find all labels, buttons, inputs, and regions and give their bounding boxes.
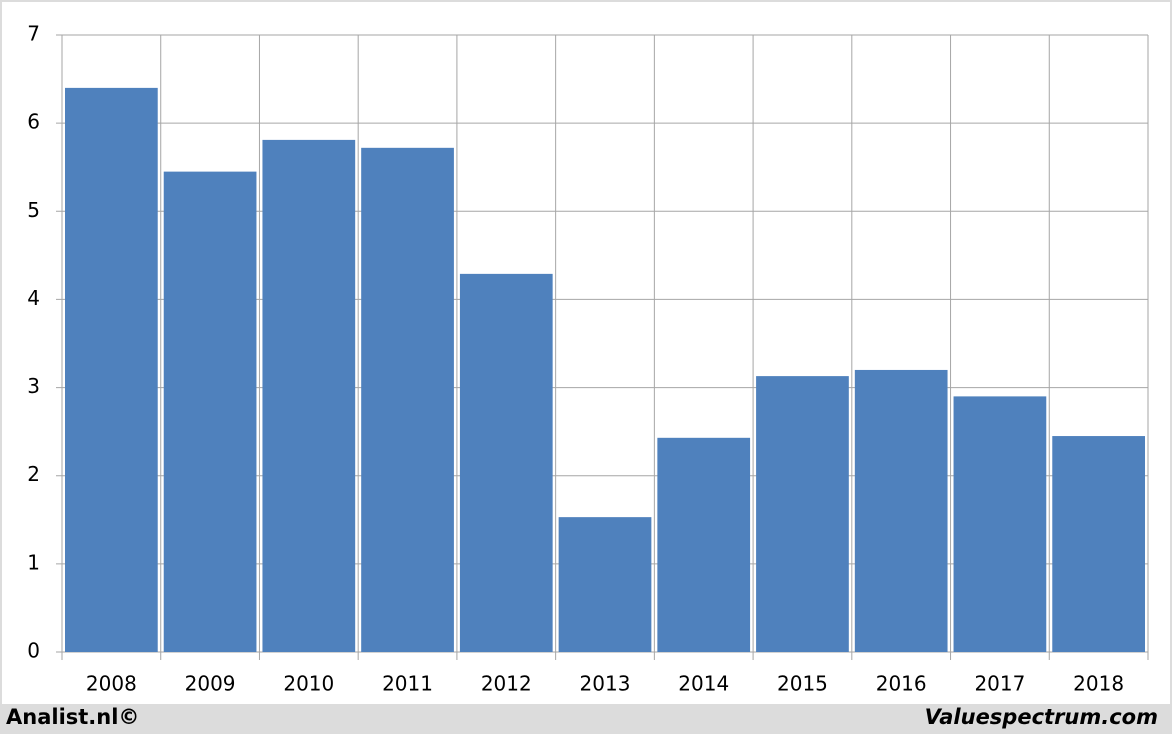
- bar: [657, 437, 751, 652]
- x-tick-label: 2017: [974, 672, 1025, 696]
- bar: [163, 171, 257, 652]
- x-tick-label: 2011: [382, 672, 433, 696]
- bar: [854, 369, 948, 652]
- footer-right: Valuespectrum.com: [925, 705, 1158, 729]
- x-tick-label: 2016: [876, 672, 927, 696]
- bar: [756, 376, 849, 652]
- x-tick-label: 2009: [185, 672, 236, 696]
- x-tick-label: 2010: [283, 672, 334, 696]
- x-tick-label: 2015: [777, 672, 828, 696]
- x-tick-label: 2018: [1073, 672, 1124, 696]
- x-tick-label: 2013: [580, 672, 631, 696]
- bar: [1052, 436, 1145, 652]
- y-tick-label: 5: [27, 198, 40, 222]
- bar: [262, 139, 356, 652]
- y-tick-label: 0: [27, 639, 40, 663]
- x-tick-label: 2008: [86, 672, 137, 696]
- y-tick-label: 3: [27, 374, 40, 398]
- x-tick-label: 2012: [481, 672, 532, 696]
- bar: [65, 87, 158, 652]
- y-tick-label: 6: [27, 110, 40, 134]
- bar: [558, 517, 652, 652]
- bar: [459, 273, 553, 652]
- bar: [953, 396, 1047, 652]
- y-tick-label: 7: [27, 22, 40, 46]
- x-tick-label: 2014: [678, 672, 729, 696]
- y-tick-label: 2: [27, 462, 40, 486]
- y-tick-label: 1: [27, 550, 40, 574]
- y-tick-label: 4: [27, 286, 40, 310]
- bar: [361, 147, 454, 652]
- footer-left: Analist.nl©: [6, 705, 139, 729]
